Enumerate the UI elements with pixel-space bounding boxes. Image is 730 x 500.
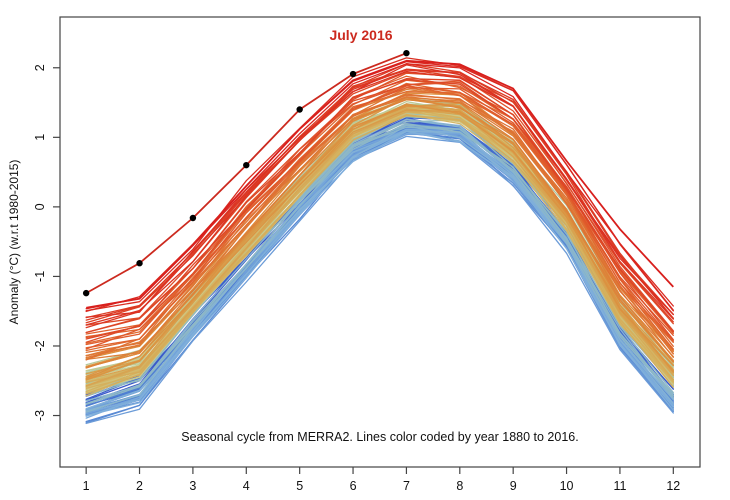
x-tick-label: 12	[666, 479, 680, 493]
y-axis-label: Anomaly (°C) (w.r.t 1980-2015)	[7, 159, 21, 325]
year-line	[85, 64, 674, 318]
x-tick-label: 3	[189, 479, 196, 493]
x-tick-label: 6	[350, 479, 357, 493]
year-line	[85, 78, 674, 334]
y-tick-label: -2	[33, 340, 47, 351]
y-tick-label: -1	[33, 271, 47, 282]
data-point-dot	[349, 70, 357, 78]
x-tick-label: 2	[136, 479, 143, 493]
year-line	[85, 87, 674, 355]
data-point-dot	[243, 161, 250, 169]
chart-caption: Seasonal cycle from MERRA2. Lines color …	[181, 430, 579, 444]
year-line	[85, 130, 674, 417]
x-tick-label: 1	[83, 479, 90, 493]
data-point-dot	[189, 214, 197, 222]
data-point-dot	[136, 260, 143, 267]
data-point-dot	[82, 289, 90, 297]
year-line	[85, 135, 674, 425]
x-tick-label: 9	[510, 479, 517, 493]
data-point-dot	[296, 106, 303, 113]
year-line	[85, 122, 674, 406]
y-tick-label: 1	[33, 134, 47, 141]
series-2015-line	[86, 59, 674, 309]
x-tick-label: 5	[296, 479, 303, 493]
x-tick-label: 8	[456, 479, 463, 493]
year-line	[85, 104, 674, 379]
y-tick-label: 0	[33, 203, 47, 210]
year-line	[85, 114, 674, 395]
x-tick-label: 4	[243, 479, 250, 493]
y-tick-label: -3	[33, 410, 47, 421]
x-tick-label: 7	[403, 479, 410, 493]
year-line	[85, 130, 674, 417]
y-tick-label: 2	[33, 64, 47, 71]
year-line	[85, 99, 674, 369]
year-line	[85, 96, 674, 359]
year-line	[85, 71, 674, 326]
data-point-dot	[403, 49, 410, 57]
x-tick-label: 10	[560, 479, 574, 493]
x-tick-label: 11	[613, 479, 626, 493]
plot-frame	[59, 16, 701, 468]
annotation-july-2016: July 2016	[329, 27, 393, 43]
